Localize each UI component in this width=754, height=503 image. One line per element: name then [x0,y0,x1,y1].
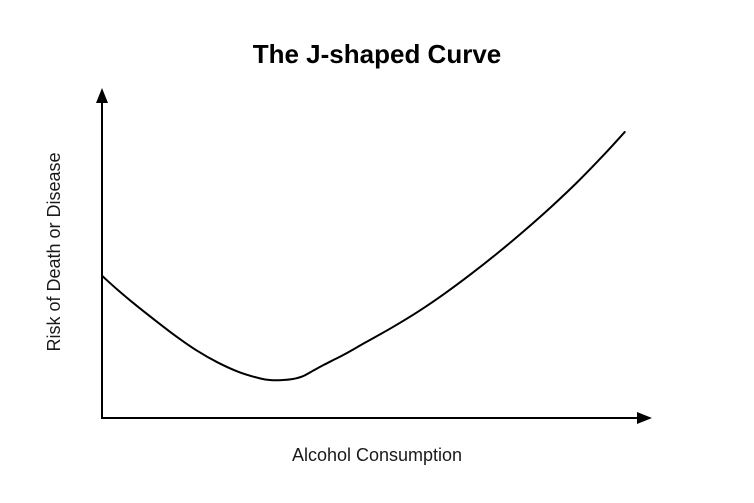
x-axis-arrowhead [637,412,652,424]
y-axis-arrowhead [96,88,108,103]
y-axis [96,88,108,418]
y-axis-label: Risk of Death or Disease [44,152,64,351]
series-line-j-curve [101,131,626,382]
chart-title: The J-shaped Curve [253,39,502,69]
x-axis [101,412,652,424]
x-axis-label: Alcohol Consumption [292,445,462,465]
